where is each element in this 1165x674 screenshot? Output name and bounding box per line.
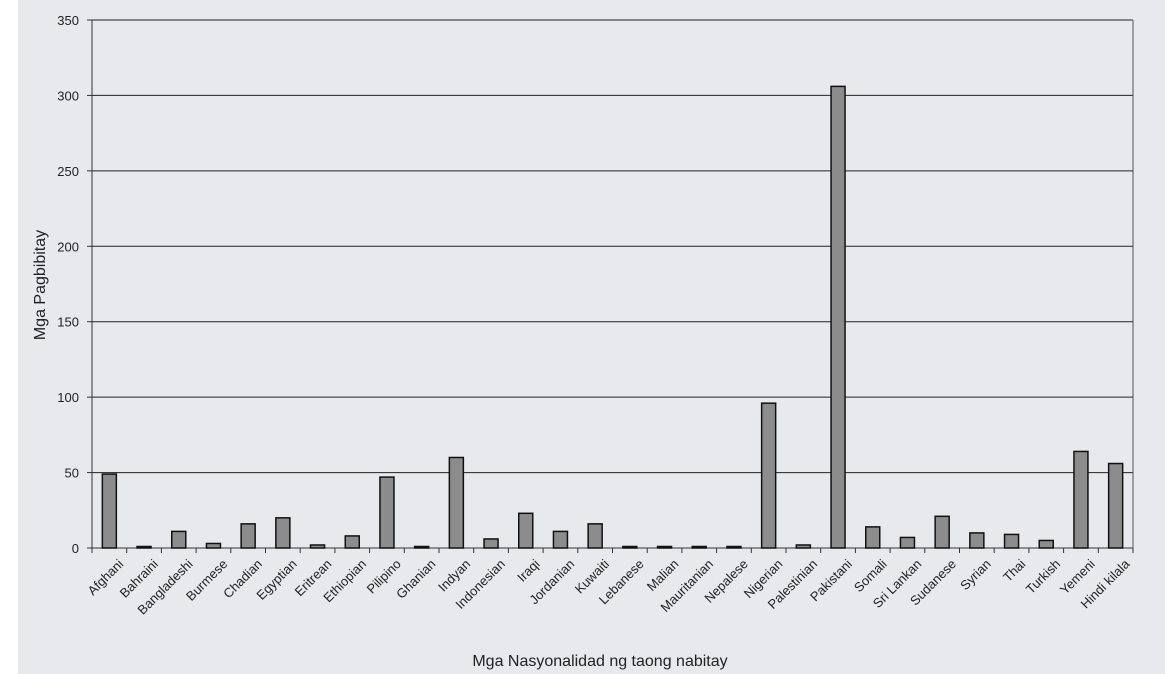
bars [101,85,1124,549]
bar-indonesian [483,538,499,549]
x-tick-label: Syrian [957,556,994,593]
bar-nepalese [726,545,742,549]
x-tick-label: Iraqi [514,556,543,585]
bar-palestinian [795,544,812,549]
y-tick-label: 100 [57,390,79,405]
y-tick-label: 200 [57,239,79,254]
bar-pilipino [379,476,395,549]
bar-ethiopian [344,535,360,549]
grid-lines [92,19,1133,474]
bar-hindi-kilala [1107,462,1124,549]
y-tick-label: 300 [57,88,79,103]
y-tick-label: 0 [72,541,79,556]
x-tick-label: Thai [1000,556,1029,585]
x-tick-labels: AfghaniBahrainiBangladeshiBurmeseChadian… [84,556,1133,618]
bar-yemeni [1073,450,1089,549]
bar-bangladeshi [171,530,187,549]
bar-egyptian [275,517,291,549]
bar-chadian [240,523,256,549]
bar-iraqi [518,512,534,549]
bar-lebanese [622,545,638,549]
bar-eritrean [309,544,326,549]
bar-malian [656,545,673,549]
bar-pakistani [830,85,846,549]
bar-turkish [1038,539,1054,549]
x-axis-title: Mga Nasyonalidad ng taong nabitay [472,653,727,670]
bar-burmese [205,542,222,549]
bar-ghanian [413,545,430,549]
y-tick-label: 50 [65,466,79,481]
bar-thai [1003,533,1020,549]
bar-somali [865,526,881,549]
x-tick-label: Turkish [1023,556,1063,596]
bar-afghani [101,473,118,549]
axes [87,19,1134,553]
bar-nigerian [760,402,777,549]
y-tick-label: 250 [57,164,79,179]
y-tick-label: 350 [57,13,79,28]
y-tick-labels: 0 50 100 150 200 250 300 350 [57,13,79,556]
bar-kuwaiti [587,523,603,549]
bar-bahraini [136,545,152,549]
y-tick-label: 150 [57,315,79,330]
bar-sri-lankan [899,536,916,549]
bar-sudanese [934,515,950,549]
chart-panel [18,0,1165,674]
bar-mauritanian [691,545,707,549]
y-axis-title: Mga Pagbibitay [32,230,49,340]
bar-indyan [448,456,465,549]
bar-jordanian [552,530,569,549]
bar-syrian [969,532,985,549]
